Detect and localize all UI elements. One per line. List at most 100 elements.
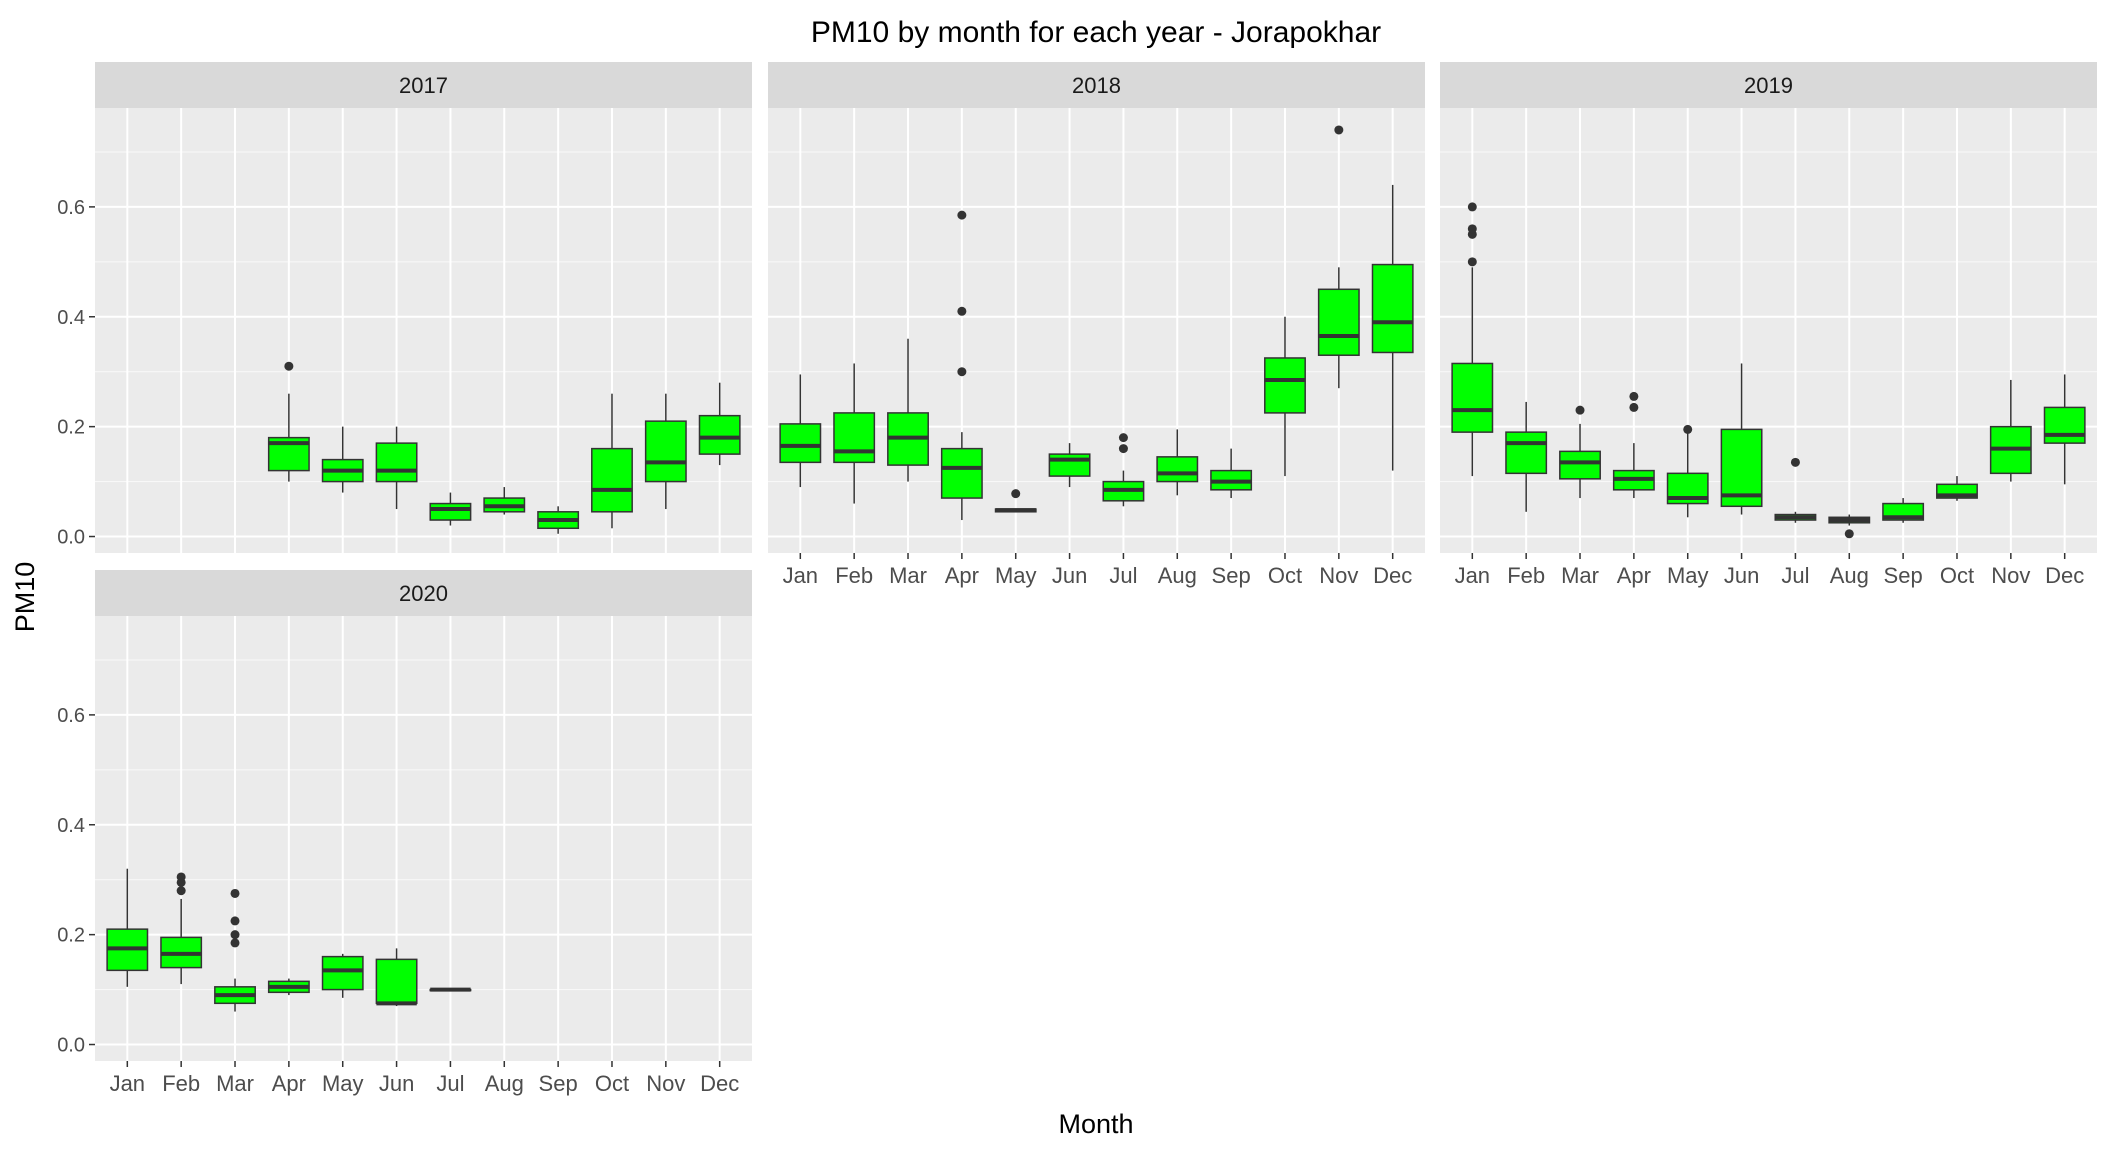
x-tick-label: Feb xyxy=(1507,563,1545,588)
outlier-point xyxy=(957,210,967,220)
y-tick-label: 0.0 xyxy=(57,527,85,549)
outlier-point xyxy=(1118,433,1128,443)
facet-strip-label: 2020 xyxy=(399,581,448,606)
x-tick-label: Feb xyxy=(835,563,873,588)
box-Jun xyxy=(1720,363,1763,515)
facet-panel-2017: 2017 0.0 0.2 0.4 0.6 xyxy=(57,62,752,553)
box-Nov xyxy=(1317,125,1360,389)
y-tick-label: 0.6 xyxy=(57,197,85,219)
facet-panel-2019: 2019 Jan Feb Mar Apr May Jun Jul Aug Sep Oct Nov Dec xyxy=(1440,62,2097,588)
box-May xyxy=(1666,424,1709,518)
box-May xyxy=(321,953,364,998)
x-tick-label: Aug xyxy=(485,1071,524,1096)
box-iqr xyxy=(321,955,364,991)
facet-panel-2020: 2020 0.0 0.2 0.4 0.6 Jan Feb Mar Apr May Jun Jul Aug… xyxy=(57,570,752,1096)
outlier-point xyxy=(230,916,240,926)
box-Jun xyxy=(375,948,418,1007)
outlier-point xyxy=(230,888,240,898)
box-Jul xyxy=(429,987,472,992)
y-tick-label: 0.2 xyxy=(57,925,85,947)
x-tick-label: Apr xyxy=(945,563,979,588)
box-Jun xyxy=(375,426,418,510)
x-tick-label: Sep xyxy=(1212,563,1251,588)
panel-background xyxy=(768,108,1425,553)
x-tick-label: Jul xyxy=(436,1071,464,1096)
box-Jul xyxy=(429,492,472,526)
panel-background xyxy=(95,108,752,553)
x-axis-title: Month xyxy=(1058,1109,1133,1139)
x-tick-label: Nov xyxy=(1991,563,2030,588)
box-iqr xyxy=(375,442,418,483)
outlier-point xyxy=(1467,257,1477,267)
box-Sep xyxy=(1882,498,1925,523)
outlier-point xyxy=(1467,202,1477,212)
x-tick-label: Dec xyxy=(1373,563,1412,588)
box-iqr xyxy=(940,447,983,499)
box-Jan xyxy=(1451,202,1494,477)
box-Jan xyxy=(779,374,822,488)
x-tick-label: Jan xyxy=(1455,563,1490,588)
box-Dec xyxy=(698,382,741,466)
box-Feb xyxy=(160,872,203,985)
box-Oct xyxy=(1264,316,1306,477)
box-Aug xyxy=(483,487,526,515)
x-tick-label: Jun xyxy=(1052,563,1087,588)
outlier-point xyxy=(176,872,186,882)
box-iqr xyxy=(833,412,876,464)
box-Sep xyxy=(537,506,580,534)
x-tick-label: May xyxy=(322,1071,364,1096)
box-iqr xyxy=(1559,450,1601,480)
box-May xyxy=(321,426,364,493)
box-Apr xyxy=(1612,391,1655,499)
outlier-point xyxy=(230,930,240,940)
y-tick-label: 0.2 xyxy=(57,417,85,439)
y-tick-label: 0.4 xyxy=(57,307,85,329)
panel-background xyxy=(1440,108,2097,553)
chart-title: PM10 by month for each year - Jorapokhar xyxy=(811,16,1381,49)
x-tick-label: Nov xyxy=(646,1071,685,1096)
box-iqr xyxy=(698,414,741,455)
box-Jan xyxy=(106,868,149,987)
y-tick-label: 0.0 xyxy=(57,1035,85,1057)
box-Jun xyxy=(1048,443,1091,488)
facet-strip xyxy=(1440,62,2097,108)
box-iqr xyxy=(1156,456,1199,483)
y-axis-title: PM10 xyxy=(10,562,40,633)
x-tick-label: Oct xyxy=(1940,563,1974,588)
outlier-point xyxy=(1683,424,1693,434)
box-Dec xyxy=(2043,374,2086,485)
box-Feb xyxy=(833,363,876,504)
x-tick-label: Nov xyxy=(1319,563,1358,588)
x-tick-label: Dec xyxy=(2045,563,2084,588)
box-Feb xyxy=(1505,401,1548,512)
box-iqr xyxy=(644,420,687,483)
box-Oct xyxy=(591,393,633,529)
facet-strip-label: 2019 xyxy=(1744,73,1793,98)
outlier-point xyxy=(957,367,967,377)
outlier-point xyxy=(1790,457,1800,467)
box-Dec xyxy=(1371,184,1414,471)
facet-strip xyxy=(95,570,752,616)
outlier-point xyxy=(1629,391,1639,401)
y-tick-label: 0.4 xyxy=(57,815,85,837)
outlier-point xyxy=(1118,444,1128,454)
box-Apr xyxy=(940,210,983,521)
x-tick-label: Jun xyxy=(379,1071,414,1096)
box-May xyxy=(994,489,1037,513)
facet-strip xyxy=(768,62,1425,108)
panel-background xyxy=(95,616,752,1061)
y-tick-label: 0.6 xyxy=(57,705,85,727)
box-iqr xyxy=(429,502,472,521)
box-iqr xyxy=(779,423,822,464)
box-Jul xyxy=(1774,457,1817,523)
x-tick-label: Sep xyxy=(1884,563,1923,588)
x-tick-label: Aug xyxy=(1830,563,1869,588)
outlier-point xyxy=(1011,489,1021,499)
x-tick-label: Oct xyxy=(1268,563,1302,588)
outlier-point xyxy=(230,938,240,948)
x-tick-label: Oct xyxy=(595,1071,629,1096)
x-tick-label: May xyxy=(995,563,1037,588)
box-Sep xyxy=(1210,448,1253,499)
x-tick-label: Jan xyxy=(783,563,818,588)
